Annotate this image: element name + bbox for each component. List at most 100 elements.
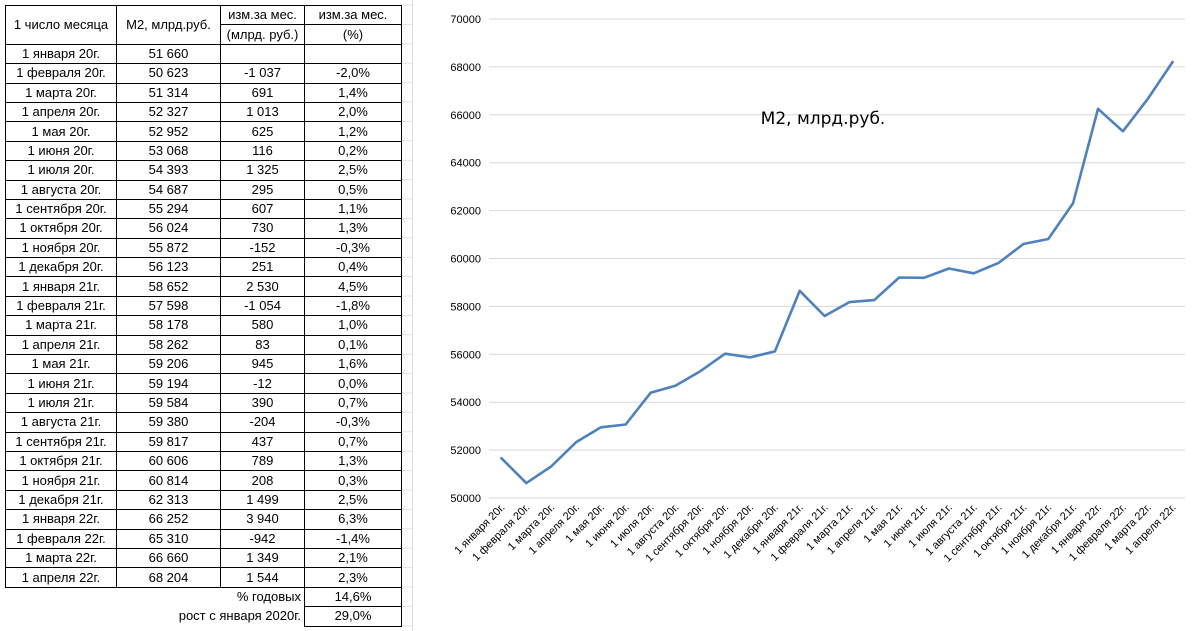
summary-row: рост с января 2020г. 29,0% bbox=[5, 606, 402, 627]
change-pct-cell: 1,3% bbox=[304, 218, 402, 239]
table-row: 1 октября 20г. 56 024 730 1,3% bbox=[5, 218, 402, 239]
change-pct-cell: 4,5% bbox=[304, 276, 402, 297]
m2-cell: 60 606 bbox=[116, 450, 221, 472]
m2-cell: 50 623 bbox=[116, 63, 221, 84]
change-abs-cell: 1 544 bbox=[220, 567, 305, 588]
y-tick-label: 52000 bbox=[450, 445, 481, 457]
m2-cell: 65 310 bbox=[116, 528, 221, 549]
change-abs-cell: 251 bbox=[220, 257, 305, 278]
table-row: 1 ноября 20г. 55 872 -152 -0,3% bbox=[5, 237, 402, 259]
y-tick-label: 60000 bbox=[450, 254, 481, 266]
change-abs-cell: 1 013 bbox=[220, 101, 305, 123]
change-abs-cell: 437 bbox=[220, 431, 305, 452]
change-abs-cell: 1 349 bbox=[220, 547, 305, 569]
table-row: 1 апреля 20г. 52 327 1 013 2,0% bbox=[5, 101, 402, 123]
change-abs-cell: 2 530 bbox=[220, 276, 305, 297]
table-row: 1 февраля 21г. 57 598 -1 054 -1,8% bbox=[5, 295, 402, 317]
table-row: 1 января 20г. 51 660 bbox=[5, 43, 402, 65]
date-cell: 1 июня 20г. bbox=[5, 140, 117, 162]
date-cell: 1 октября 21г. bbox=[5, 450, 117, 472]
m2-cell: 56 024 bbox=[116, 218, 221, 239]
change-abs-cell bbox=[220, 43, 305, 65]
summary-value: 14,6% bbox=[304, 586, 402, 608]
date-cell: 1 августа 21г. bbox=[5, 412, 117, 433]
table-row: 1 августа 21г. 59 380 -204 -0,3% bbox=[5, 412, 402, 433]
m2-cell: 55 872 bbox=[116, 237, 221, 259]
header-change-pct-unit: (%) bbox=[304, 24, 402, 45]
date-cell: 1 ноября 20г. bbox=[5, 237, 117, 259]
date-cell: 1 марта 21г. bbox=[5, 315, 117, 336]
y-tick-label: 66000 bbox=[450, 110, 481, 122]
m2-cell: 56 123 bbox=[116, 257, 221, 278]
date-cell: 1 января 22г. bbox=[5, 509, 117, 530]
change-pct-cell: 2,5% bbox=[304, 489, 402, 511]
table-row: 1 сентября 21г. 59 817 437 0,7% bbox=[5, 431, 402, 452]
change-pct-cell: 1,4% bbox=[304, 82, 402, 103]
change-pct-cell: -0,3% bbox=[304, 237, 402, 259]
date-cell: 1 февраля 20г. bbox=[5, 63, 117, 84]
change-abs-cell: 116 bbox=[220, 140, 305, 162]
y-tick-label: 54000 bbox=[450, 397, 481, 409]
date-cell: 1 мая 21г. bbox=[5, 354, 117, 375]
date-cell: 1 апреля 20г. bbox=[5, 101, 117, 123]
change-pct-cell: 0,7% bbox=[304, 392, 402, 414]
header-change-abs-unit: (млрд. руб.) bbox=[220, 24, 305, 45]
date-cell: 1 апреля 22г. bbox=[5, 567, 117, 588]
date-cell: 1 октября 20г. bbox=[5, 218, 117, 239]
change-pct-cell: 2,0% bbox=[304, 101, 402, 123]
table-row: 1 июля 20г. 54 393 1 325 2,5% bbox=[5, 160, 402, 181]
m2-cell: 51 660 bbox=[116, 43, 221, 65]
table-row: 1 июня 21г. 59 194 -12 0,0% bbox=[5, 373, 402, 394]
table-row: 1 ноября 21г. 60 814 208 0,3% bbox=[5, 470, 402, 491]
change-pct-cell: 2,3% bbox=[304, 567, 402, 588]
change-pct-cell: 2,5% bbox=[304, 160, 402, 181]
change-abs-cell: 730 bbox=[220, 218, 305, 239]
date-cell: 1 июля 21г. bbox=[5, 392, 117, 414]
change-pct-cell: -2,0% bbox=[304, 63, 402, 84]
m2-cell: 55 294 bbox=[116, 198, 221, 220]
change-pct-cell: 1,3% bbox=[304, 450, 402, 472]
change-abs-cell: 580 bbox=[220, 315, 305, 336]
summary-row: % годовых 14,6% bbox=[5, 586, 402, 608]
table-row: 1 сентября 20г. 55 294 607 1,1% bbox=[5, 198, 402, 220]
change-abs-cell: 945 bbox=[220, 354, 305, 375]
change-abs-cell: 691 bbox=[220, 82, 305, 103]
m2-cell: 66 252 bbox=[116, 509, 221, 530]
table-row: 1 октября 21г. 60 606 789 1,3% bbox=[5, 450, 402, 472]
table-row: 1 марта 22г. 66 660 1 349 2,1% bbox=[5, 547, 402, 569]
date-cell: 1 апреля 21г. bbox=[5, 334, 117, 356]
change-abs-cell: 607 bbox=[220, 198, 305, 220]
change-pct-cell: 6,3% bbox=[304, 509, 402, 530]
table-row: 1 марта 21г. 58 178 580 1,0% bbox=[5, 315, 402, 336]
table-row: 1 августа 20г. 54 687 295 0,5% bbox=[5, 179, 402, 200]
table-row: 1 декабря 20г. 56 123 251 0,4% bbox=[5, 257, 402, 278]
date-cell: 1 ноября 21г. bbox=[5, 470, 117, 491]
change-pct-cell: -1,4% bbox=[304, 528, 402, 549]
change-abs-cell: 3 940 bbox=[220, 509, 305, 530]
change-abs-cell: 295 bbox=[220, 179, 305, 200]
y-tick-label: 68000 bbox=[450, 62, 481, 74]
series-line-m2 bbox=[500, 60, 1174, 485]
m2-cell: 59 817 bbox=[116, 431, 221, 452]
table-row: 1 апреля 22г. 68 204 1 544 2,3% bbox=[5, 567, 402, 588]
date-cell: 1 сентября 21г. bbox=[5, 431, 117, 452]
table-row: 1 февраля 20г. 50 623 -1 037 -2,0% bbox=[5, 63, 402, 84]
date-cell: 1 декабря 21г. bbox=[5, 489, 117, 511]
date-cell: 1 декабря 20г. bbox=[5, 257, 117, 278]
change-pct-cell: 0,0% bbox=[304, 373, 402, 394]
change-abs-cell: 625 bbox=[220, 121, 305, 142]
header-m2: M2, млрд.руб. bbox=[116, 5, 221, 45]
change-pct-cell: 0,1% bbox=[304, 334, 402, 356]
change-pct-cell: 0,7% bbox=[304, 431, 402, 452]
date-cell: 1 июля 20г. bbox=[5, 160, 117, 181]
date-cell: 1 марта 20г. bbox=[5, 82, 117, 103]
m2-cell: 58 262 bbox=[116, 334, 221, 356]
date-cell: 1 сентября 20г. bbox=[5, 198, 117, 220]
table-row: 1 апреля 21г. 58 262 83 0,1% bbox=[5, 334, 402, 356]
table-row: 1 мая 20г. 52 952 625 1,2% bbox=[5, 121, 402, 142]
m2-cell: 54 393 bbox=[116, 160, 221, 181]
date-cell: 1 февраля 21г. bbox=[5, 295, 117, 317]
change-pct-cell: 0,4% bbox=[304, 257, 402, 278]
table-row: 1 марта 20г. 51 314 691 1,4% bbox=[5, 82, 402, 103]
m2-cell: 60 814 bbox=[116, 470, 221, 491]
